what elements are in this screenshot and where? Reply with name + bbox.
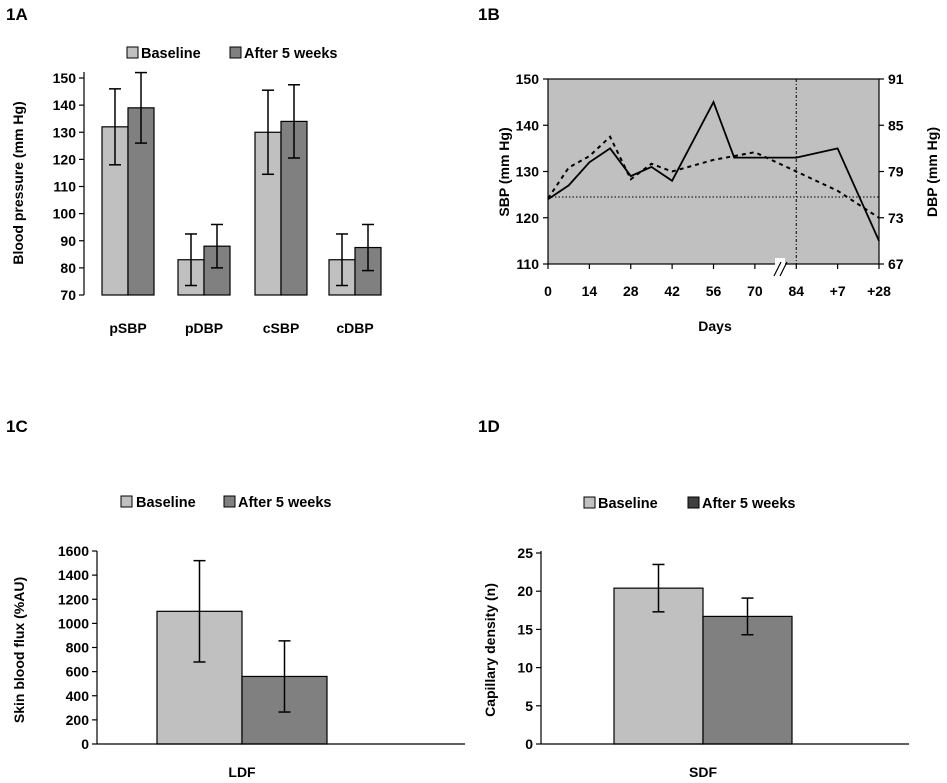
1b-ytick-left-label: 140 — [516, 117, 540, 133]
legend-swatch-after — [229, 46, 242, 59]
1b-xtick-label: +7 — [830, 283, 846, 299]
1c-ytick-label: 1000 — [58, 615, 89, 631]
1a-ytick-label: 140 — [53, 97, 77, 113]
y-axis-title-1d: Capillary density (n) — [482, 583, 498, 717]
1a-ytick-label: 70 — [60, 287, 76, 303]
1c-ytick-label: 0 — [81, 736, 89, 752]
1b-ytick-left-label: 130 — [516, 164, 540, 180]
1d-ytick-label: 15 — [517, 621, 533, 637]
y-axis-title-1b-right: DBP (mm Hg) — [924, 127, 940, 217]
chart-1b: 110 120 130 140 150 67 73 79 85 91 0 14 28 42 56 70 84 +7… — [496, 71, 940, 334]
legend-swatch-baseline — [126, 46, 139, 59]
legend-1d: Baseline After 5 weeks — [583, 496, 796, 512]
1b-ytick-right-label: 85 — [888, 117, 904, 133]
1a-ytick-label: 120 — [53, 151, 77, 167]
1c-ytick-label: 200 — [66, 712, 90, 728]
legend-swatch-baseline — [120, 495, 133, 508]
1b-xtick-label: 28 — [623, 283, 639, 299]
1d-ytick-label: 20 — [517, 583, 533, 599]
1b-xtick-label: 42 — [664, 283, 680, 299]
1b-ytick-right-label: 79 — [888, 164, 904, 180]
1a-ytick-label: 110 — [53, 179, 76, 195]
1b-series-sbp — [547, 99, 880, 242]
1a-xtick-label: cSBP — [263, 320, 300, 336]
1c-ytick-label: 400 — [66, 688, 90, 704]
legend-swatch-after — [223, 495, 236, 508]
legend-1c: Baseline After 5 weeks — [120, 495, 332, 511]
1d-ytick-label: 5 — [525, 698, 533, 714]
1b-ytick-right-label: 91 — [888, 71, 904, 87]
1a-ytick-label: 150 — [53, 70, 77, 86]
1b-ytick-left-label: 120 — [516, 210, 540, 226]
1b-series-dbp — [547, 135, 880, 219]
chart-1d: Baseline After 5 weeks Capillary density… — [482, 496, 909, 780]
1a-ytick-label: 80 — [60, 260, 76, 276]
1b-xtick-label: 0 — [544, 283, 552, 299]
chart-1a: Baseline After 5 weeks Blood pressure (m… — [10, 46, 382, 336]
1c-ytick-label: 1400 — [58, 567, 89, 583]
panel-label-1d: 1D — [478, 417, 500, 436]
y-axis-title-1b-left: SBP (mm Hg) — [496, 127, 512, 216]
1c-ytick-label: 800 — [66, 640, 90, 656]
1d-ytick-label: 0 — [525, 736, 533, 752]
panel-label-1b: 1B — [478, 5, 500, 24]
1a-xtick-label: cDBP — [336, 320, 373, 336]
1a-ytick-label: 100 — [53, 206, 77, 222]
legend-swatch-baseline — [583, 496, 596, 509]
panel-label-1c: 1C — [6, 417, 28, 436]
1d-xtick-label: SDF — [689, 764, 717, 780]
legend-label-after: After 5 weeks — [238, 495, 332, 511]
legend-1a: Baseline After 5 weeks — [126, 46, 338, 62]
1b-ytick-left-label: 110 — [516, 256, 539, 272]
legend-label-baseline: Baseline — [141, 46, 201, 62]
legend-swatch-after — [687, 496, 700, 509]
y-axis-title-1c: Skin blood flux (%AU) — [11, 577, 27, 723]
1b-xtick-label: +28 — [867, 283, 891, 299]
panel-label-1a: 1A — [6, 5, 28, 24]
1d-ytick-label: 10 — [517, 660, 533, 676]
1b-xtick-label: 70 — [747, 283, 763, 299]
1a-ytick-label: 90 — [60, 233, 76, 249]
1b-ytick-right-label: 73 — [888, 210, 904, 226]
legend-label-after: After 5 weeks — [244, 46, 338, 62]
1c-ytick-label: 1200 — [58, 591, 89, 607]
1c-ytick-label: 1600 — [58, 543, 89, 559]
1d-ytick-label: 25 — [517, 545, 533, 561]
1a-xtick-label: pSBP — [109, 320, 146, 336]
x-axis-title-1b: Days — [698, 318, 732, 334]
1b-xtick-label: 84 — [788, 283, 804, 299]
chart-1c: Baseline After 5 weeks Skin blood flux (… — [11, 495, 465, 780]
axis-break-1b — [773, 258, 788, 277]
1b-ytick-right-label: 67 — [888, 256, 904, 272]
1c-xtick-label: LDF — [228, 764, 256, 780]
legend-label-baseline: Baseline — [598, 496, 658, 512]
1b-xtick-label: 56 — [706, 283, 722, 299]
1a-ytick-label: 130 — [53, 124, 77, 140]
legend-label-baseline: Baseline — [136, 495, 196, 511]
1b-xtick-label: 14 — [582, 283, 598, 299]
1d-bar-baseline — [613, 587, 704, 745]
y-axis-title-1a: Blood pressure (mm Hg) — [10, 101, 26, 264]
plot-area-1b — [547, 78, 880, 265]
1d-bar-after — [702, 615, 793, 745]
1b-ytick-left-label: 150 — [516, 71, 540, 87]
1a-xtick-label: pDBP — [185, 320, 223, 336]
legend-label-after: After 5 weeks — [702, 496, 796, 512]
1c-ytick-label: 600 — [66, 664, 90, 680]
